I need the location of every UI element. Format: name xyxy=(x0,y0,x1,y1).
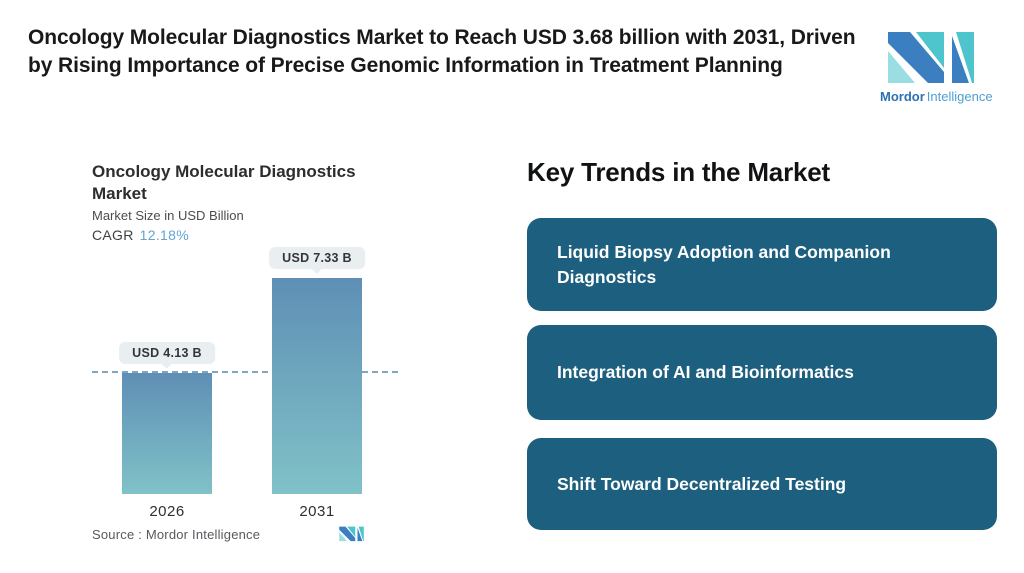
axis-label-2026: 2026 xyxy=(149,503,185,520)
bar-group-2031: USD 7.33 B 2031 xyxy=(269,247,365,520)
trend-card-ai-bioinformatics: Integration of AI and Bioinformatics xyxy=(527,325,997,420)
trend-card-decentralized-testing: Shift Toward Decentralized Testing xyxy=(527,438,997,530)
brand-logo: Mordor Intelligence xyxy=(880,30,993,104)
cagr-label: CAGR xyxy=(92,227,134,243)
reference-dashed-line xyxy=(92,371,398,373)
bar-value-label: USD 7.33 B xyxy=(269,247,365,269)
mordor-logo-icon xyxy=(888,32,974,83)
bar-value-label: USD 4.13 B xyxy=(119,342,215,364)
page-title: Oncology Molecular Diagnostics Market to… xyxy=(28,26,856,77)
bar-2031 xyxy=(272,278,362,494)
trend-card-label: Integration of AI and Bioinformatics xyxy=(557,362,854,382)
bar-2026 xyxy=(122,373,212,494)
bar-value-callout-2031: USD 7.33 B xyxy=(269,247,365,274)
trend-card-liquid-biopsy: Liquid Biopsy Adoption and Companion Dia… xyxy=(527,218,997,311)
trend-card-label: Shift Toward Decentralized Testing xyxy=(557,473,847,494)
chart-subtitle: Market Size in USD Billion xyxy=(92,208,244,223)
brand-name-bold: Mordor xyxy=(880,89,925,104)
axis-label-2031: 2031 xyxy=(299,503,335,520)
chart-title: Oncology Molecular Diagnostics Market xyxy=(92,162,356,203)
chart-source-row: Source : Mordor Intelligence xyxy=(92,526,365,542)
cagr-value: 12.18% xyxy=(139,227,189,243)
bar-plot: USD 4.13 B 2026 USD 7.33 B 2031 xyxy=(90,247,410,520)
source-text: Source : Mordor Intelligence xyxy=(92,526,261,542)
trends-heading: Key Trends in the Market xyxy=(527,157,830,187)
mordor-logo-small-icon xyxy=(339,526,364,542)
bar-value-callout-2026: USD 4.13 B xyxy=(119,342,215,369)
chart-cagr: CAGR 12.18% xyxy=(92,227,189,243)
bar-group-2026: USD 4.13 B 2026 xyxy=(119,248,215,520)
brand-wordmark: Mordor Intelligence xyxy=(880,89,993,104)
brand-name-light: Intelligence xyxy=(926,89,993,104)
trend-card-label: Liquid Biopsy Adoption and Companion Dia… xyxy=(557,241,891,287)
